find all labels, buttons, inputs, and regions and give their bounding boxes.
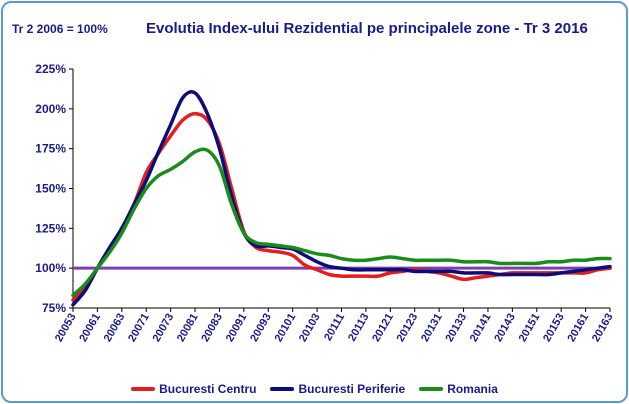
- series-line-1: [71, 111, 612, 302]
- legend-swatch: [131, 387, 156, 391]
- x-tick-label: 20131: [419, 312, 445, 344]
- x-tick-label: 20083: [199, 312, 225, 344]
- y-tick-label: 150%: [35, 182, 66, 196]
- x-tick-label: 20103: [297, 312, 323, 344]
- x-tick-label: 20071: [126, 312, 152, 344]
- x-tick-label: 20053: [53, 312, 79, 344]
- x-tick-label: 20123: [395, 312, 421, 344]
- legend-swatch: [270, 387, 295, 391]
- series-line-2: [71, 90, 612, 307]
- x-tick-label: 20163: [590, 312, 616, 344]
- series-line-3: [71, 147, 612, 298]
- x-tick-label: 20061: [77, 312, 103, 344]
- x-tick-label: 20151: [517, 312, 543, 344]
- x-tick-label: 20073: [151, 312, 177, 344]
- x-tick-label: 20081: [175, 312, 201, 344]
- y-tick-label: 225%: [35, 62, 66, 76]
- x-tick-label: 20153: [541, 312, 567, 344]
- x-tick-label: 20143: [492, 312, 518, 344]
- y-tick-label: 175%: [35, 142, 66, 156]
- legend-label: Bucuresti Centru: [159, 382, 257, 396]
- x-tick-label: 20101: [273, 312, 299, 344]
- y-tick-label: 100%: [35, 261, 66, 275]
- x-tick-label: 20121: [370, 312, 396, 344]
- x-tick-label: 20091: [224, 312, 250, 344]
- legend-label: Bucuresti Periferie: [298, 382, 406, 396]
- x-tick-label: 20133: [443, 312, 469, 344]
- chart-legend: Bucuresti Centru Bucuresti Periferie Roman…: [3, 382, 626, 396]
- base-note: Tr 2 2006 = 100%: [12, 22, 108, 36]
- legend-swatch: [419, 387, 444, 391]
- y-tick-label: 125%: [35, 221, 66, 235]
- legend-label: Romania: [447, 382, 498, 396]
- legend-item-1: Bucuresti Centru: [131, 382, 256, 396]
- line-chart: 75%100%125%150%175%200%225% 200532006120…: [35, 62, 616, 344]
- x-tick-label: 20141: [468, 312, 494, 344]
- x-tick-label: 20063: [102, 312, 128, 344]
- x-tick-label: 20161: [565, 312, 591, 344]
- x-tick-label: 20113: [346, 312, 371, 344]
- chart-title: Evolutia Index-ului Rezidential pe princ…: [146, 20, 588, 37]
- x-tick-label: 20111: [322, 312, 347, 343]
- y-tick-label: 200%: [35, 102, 66, 116]
- x-tick-label: 20093: [248, 312, 274, 344]
- y-tick-label: 75%: [42, 301, 66, 315]
- legend-item-3: Romania: [419, 382, 498, 396]
- legend-item-2: Bucuresti Periferie: [270, 382, 405, 396]
